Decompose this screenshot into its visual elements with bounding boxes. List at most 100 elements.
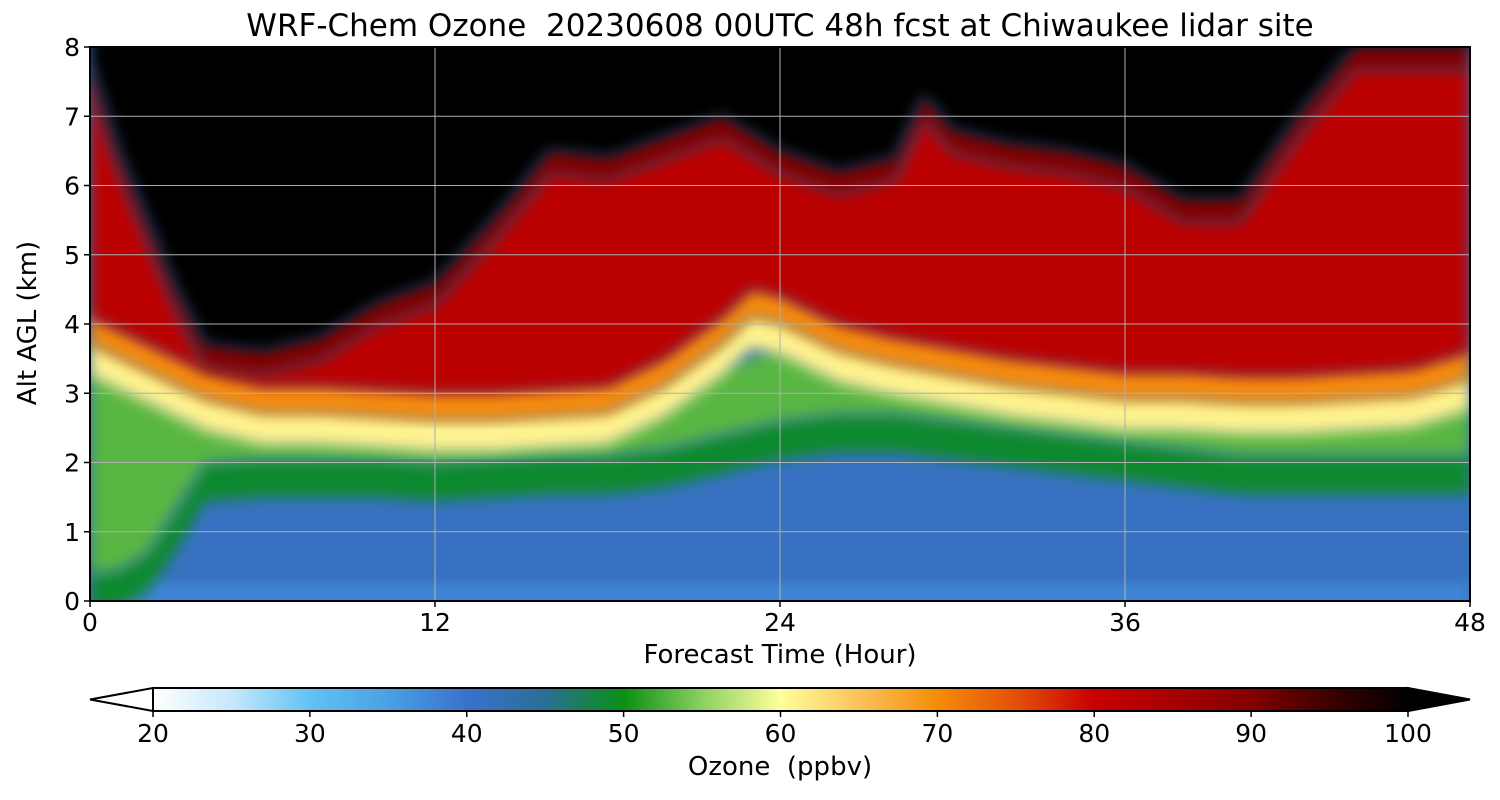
- y-tick-label: 8: [64, 33, 80, 62]
- y-tick-label: 4: [64, 310, 80, 339]
- colorbar-tick-label: 100: [1384, 719, 1432, 748]
- colorbar-level: [200, 688, 201, 711]
- colorbar-level: [937, 688, 938, 711]
- colorbar-label: Ozone (ppbv): [687, 752, 873, 782]
- colorbar-level: [372, 688, 374, 711]
- colorbar-level: [623, 688, 625, 711]
- colorbar-level: [1000, 688, 1001, 711]
- colorbar-level: [1219, 688, 1221, 711]
- colorbar-level: [1235, 688, 1237, 711]
- colorbar-level: [419, 688, 421, 711]
- colorbar-level: [435, 688, 436, 711]
- colorbar-level: [874, 688, 876, 711]
- colorbar-level: [717, 688, 719, 711]
- colorbar-level: [341, 688, 342, 711]
- colorbar-level: [1109, 688, 1111, 711]
- colorbar-level: [215, 688, 217, 711]
- colorbar-level: [325, 688, 327, 711]
- chart-title: WRF-Chem Ozone 20230608 00UTC 48h fcst a…: [246, 8, 1314, 44]
- colorbar-level: [356, 688, 358, 711]
- colorbar-level: [231, 688, 233, 711]
- colorbar-level: [984, 688, 986, 711]
- colorbar-level: [262, 688, 264, 711]
- colorbar-tick-label: 60: [765, 719, 797, 748]
- colorbar-level: [247, 688, 248, 711]
- colorbar-level: [1188, 688, 1189, 711]
- colorbar-level: [811, 688, 813, 711]
- colorbar: 20 30 40 50 60 70 80 90 100: [89, 686, 1471, 748]
- colorbar-level: [764, 688, 766, 711]
- y-tick-label: 6: [64, 172, 80, 201]
- colorbar-extend-low: [89, 686, 154, 713]
- colorbar-level: [168, 688, 170, 711]
- colorbar-level: [1172, 688, 1174, 711]
- y-axis: 0 1 2 3 4 5 6 7 8: [64, 33, 90, 616]
- x-tick-label: 24: [764, 608, 796, 637]
- x-axis: 0 12 24 36 48: [82, 601, 1486, 637]
- x-tick-label: 48: [1454, 608, 1486, 637]
- colorbar-level: [1266, 688, 1268, 711]
- colorbar-level: [1062, 688, 1064, 711]
- colorbar-level: [1392, 688, 1393, 711]
- colorbar-level: [294, 688, 295, 711]
- colorbar-level: [670, 688, 672, 711]
- x-tick-label: 0: [82, 608, 98, 637]
- colorbar-level: [451, 688, 452, 711]
- colorbar-tick-label: 20: [137, 719, 169, 748]
- colorbar-level: [1345, 688, 1346, 711]
- colorbar-level: [1251, 688, 1252, 711]
- colorbar-level: [827, 688, 829, 711]
- colorbar-level: [749, 688, 750, 711]
- colorbar-level: [1282, 688, 1284, 711]
- colorbar-level: [890, 688, 891, 711]
- x-tick-label: 36: [1109, 608, 1141, 637]
- colorbar-level: [1360, 688, 1362, 711]
- colorbar-level: [513, 688, 515, 711]
- colorbar-tick-label: 80: [1078, 719, 1110, 748]
- colorbar-level: [780, 688, 782, 711]
- colorbar-level: [843, 688, 844, 711]
- y-tick-label: 0: [64, 587, 80, 616]
- colorbar-level: [968, 688, 970, 711]
- colorbar-extend-high: [1407, 686, 1471, 713]
- colorbar-level: [1047, 688, 1048, 711]
- x-axis-label: Forecast Time (Hour): [643, 640, 917, 670]
- colorbar-level: [482, 688, 484, 711]
- colorbar-level: [529, 688, 531, 711]
- colorbar-level: [1015, 688, 1017, 711]
- colorbar-level: [1313, 688, 1315, 711]
- colorbar-level: [906, 688, 907, 711]
- y-tick-label: 7: [64, 102, 80, 131]
- colorbar-level: [1329, 688, 1331, 711]
- colorbar-level: [858, 688, 860, 711]
- colorbar-level: [1125, 688, 1127, 711]
- colorbar-tick-label: 70: [921, 719, 953, 748]
- colorbar-level: [1094, 688, 1095, 711]
- colorbar-level: [278, 688, 280, 711]
- y-tick-label: 5: [64, 241, 80, 270]
- colorbar-level: [686, 688, 687, 711]
- y-tick-label: 3: [64, 379, 80, 408]
- colorbar-level: [498, 688, 499, 711]
- colorbar-level: [1376, 688, 1378, 711]
- colorbar-level: [466, 688, 468, 711]
- colorbar-level: [184, 688, 185, 711]
- colorbar-level: [1298, 688, 1299, 711]
- colorbar-level: [560, 688, 562, 711]
- colorbar-level: [404, 688, 405, 711]
- colorbar-tick-label: 30: [294, 719, 326, 748]
- grid: [89, 46, 1471, 602]
- colorbar-level: [953, 688, 954, 711]
- colorbar-level: [309, 688, 311, 711]
- colorbar-level: [576, 688, 578, 711]
- colorbar-level: [796, 688, 797, 711]
- colorbar-tick-label: 90: [1235, 719, 1267, 748]
- colorbar-level: [607, 688, 609, 711]
- y-tick-label: 1: [64, 518, 80, 547]
- colorbar-tick-label: 50: [608, 719, 640, 748]
- colorbar-tick-label: 40: [451, 719, 483, 748]
- colorbar-level: [1078, 688, 1080, 711]
- colorbar-level: [1157, 688, 1158, 711]
- colorbar-level: [388, 688, 389, 711]
